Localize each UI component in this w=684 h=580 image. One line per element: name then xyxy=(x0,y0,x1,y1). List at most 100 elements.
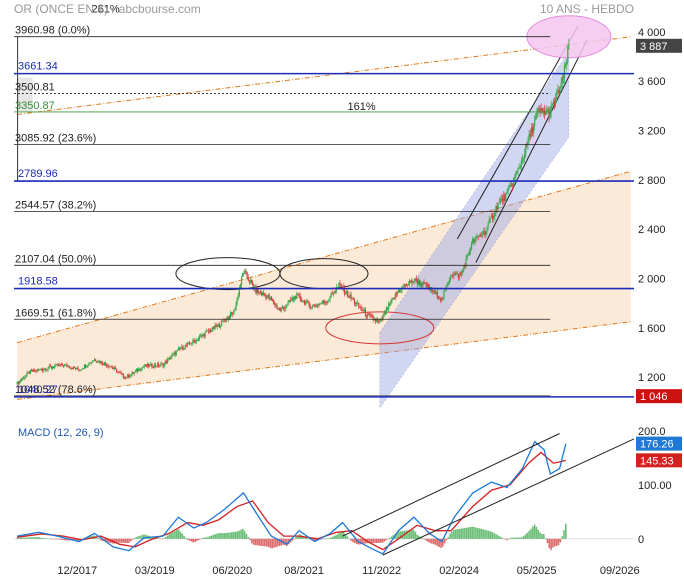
macd-histogram-bar xyxy=(350,538,352,541)
price-candle xyxy=(386,308,389,310)
price-candle xyxy=(33,369,35,372)
price-candle xyxy=(76,367,78,370)
macd-histogram-bar xyxy=(370,538,373,544)
price-candle xyxy=(229,312,232,319)
price-candle xyxy=(456,272,458,274)
price-candle xyxy=(212,326,214,331)
price-candle xyxy=(280,308,282,311)
price-candle xyxy=(369,314,371,316)
x-axis-tick: 09/2026 xyxy=(600,565,640,577)
price-candle xyxy=(24,377,26,379)
macd-histogram-bar xyxy=(537,529,540,539)
macd-histogram-bar xyxy=(352,538,354,543)
macd-histogram-bar xyxy=(427,538,429,543)
price-candle xyxy=(93,359,96,361)
macd-histogram-bar xyxy=(29,537,31,539)
price-candle xyxy=(28,372,30,374)
macd-histogram-bar xyxy=(383,538,385,542)
price-candle xyxy=(474,238,476,243)
price-candle xyxy=(348,296,350,298)
macd-histogram-bar xyxy=(62,538,64,541)
macd-histogram-bar xyxy=(519,537,521,539)
macd-histogram-bar xyxy=(207,536,209,539)
price-candle xyxy=(34,369,36,372)
macd-histogram-bar xyxy=(183,535,185,539)
price-candle xyxy=(564,63,567,66)
price-candle xyxy=(128,374,130,378)
macd-histogram-bar xyxy=(434,538,437,545)
price-candle xyxy=(279,308,281,311)
price-candle xyxy=(139,368,141,371)
price-candle xyxy=(228,316,231,319)
price-candle xyxy=(403,286,405,288)
price-candle xyxy=(510,185,512,186)
macd-histogram-bar xyxy=(390,536,393,539)
macd-histogram-bar xyxy=(478,528,481,539)
macd-histogram-bar xyxy=(53,538,55,540)
price-candle xyxy=(548,108,550,117)
price-candle xyxy=(119,371,121,373)
macd-histogram-bar xyxy=(500,537,503,539)
x-axis-tick: 06/2020 xyxy=(212,565,252,577)
macd-histogram-bar xyxy=(410,529,413,539)
price-candle xyxy=(559,87,561,94)
price-candle xyxy=(328,299,330,301)
price-candle xyxy=(443,290,445,298)
price-candle xyxy=(323,302,326,304)
price-candle xyxy=(250,280,253,283)
price-candle xyxy=(137,369,139,372)
macd-histogram-bar xyxy=(339,532,341,539)
price-candle xyxy=(432,291,434,293)
price-candle xyxy=(311,305,313,308)
macd-histogram-bar xyxy=(302,536,305,539)
price-candle xyxy=(489,218,491,220)
price-candle xyxy=(382,315,384,320)
price-candle xyxy=(97,361,99,363)
macd-histogram-bar xyxy=(232,531,235,539)
macd-histogram-bar xyxy=(179,531,182,539)
price-candle xyxy=(242,273,244,277)
macd-histogram-bar xyxy=(451,531,453,539)
price-candle xyxy=(57,364,59,367)
price-candle xyxy=(60,363,62,366)
price-candle xyxy=(116,368,118,373)
macd-histogram-bar xyxy=(375,538,378,544)
macd-histogram-bar xyxy=(509,537,512,539)
price-candle xyxy=(359,306,361,308)
price-candle xyxy=(357,302,359,304)
price-candle xyxy=(88,362,90,366)
macd-histogram-bar xyxy=(278,538,281,546)
price-candle xyxy=(375,319,378,322)
price-candle xyxy=(341,286,343,290)
macd-histogram-bar xyxy=(98,538,101,540)
price-candle xyxy=(153,364,155,368)
macd-histogram-bar xyxy=(276,538,279,547)
price-candle xyxy=(239,284,242,289)
price-candle xyxy=(52,367,55,369)
price-candle xyxy=(184,345,186,349)
price-candle xyxy=(48,365,50,369)
macd-histogram-bar xyxy=(260,538,262,546)
macd-histogram-bar xyxy=(359,538,362,545)
price-candle xyxy=(156,363,159,367)
macd-histogram-bar xyxy=(504,538,507,540)
macd-histogram-bar xyxy=(177,529,180,539)
price-candle xyxy=(259,291,261,294)
price-candle xyxy=(310,307,312,309)
macd-histogram-bar xyxy=(25,537,28,539)
last-price-label: 3 887 xyxy=(640,41,668,53)
price-candle xyxy=(410,280,412,282)
channel-upper-line xyxy=(16,170,632,344)
price-candle xyxy=(532,125,535,134)
macd-histogram-bar xyxy=(304,536,307,539)
price-candle xyxy=(217,323,219,326)
price-candle xyxy=(521,159,524,161)
fib-level-label: 2544.57 (38.2%) xyxy=(15,199,96,211)
price-candle xyxy=(111,366,113,369)
price-candle xyxy=(44,368,46,370)
price-candle xyxy=(398,290,400,293)
price-candle xyxy=(312,305,315,307)
price-candle xyxy=(484,231,486,236)
macd-histogram-bar xyxy=(480,528,483,539)
price-candle xyxy=(41,369,44,371)
